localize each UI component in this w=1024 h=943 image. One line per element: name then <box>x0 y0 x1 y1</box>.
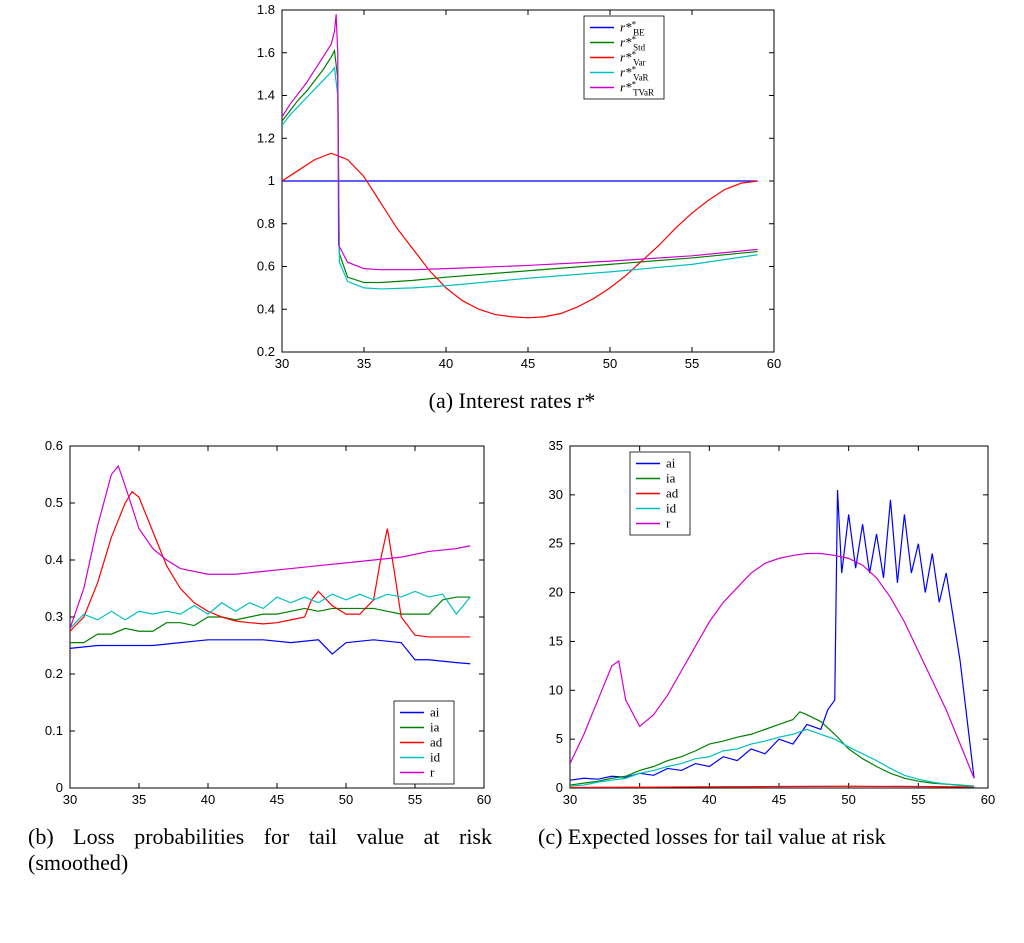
svg-text:25: 25 <box>549 536 563 551</box>
svg-text:r: r <box>666 516 671 531</box>
svg-text:50: 50 <box>841 792 855 807</box>
svg-text:45: 45 <box>270 792 284 807</box>
subfigure-b: 30 35 40 45 50 55 60 0 0.1 0.2 0.3 0.4 0.5 0.6 aiiaadi… <box>20 436 500 876</box>
svg-text:ia: ia <box>666 471 676 486</box>
svg-text:1.8: 1.8 <box>257 2 275 17</box>
svg-text:20: 20 <box>549 585 563 600</box>
svg-text:60: 60 <box>981 792 995 807</box>
chart-interest-rates: 303540455055600.20.40.60.811.21.41.61.8r… <box>232 0 792 380</box>
svg-text:0.3: 0.3 <box>45 609 63 624</box>
svg-text:10: 10 <box>549 682 563 697</box>
svg-text:30: 30 <box>63 792 77 807</box>
chart-loss-prob: 30 35 40 45 50 55 60 0 0.1 0.2 0.3 0.4 0.5 0.6 aiiaadi… <box>20 436 500 816</box>
svg-text:55: 55 <box>911 792 925 807</box>
svg-text:0.5: 0.5 <box>45 495 63 510</box>
top-row: 303540455055600.20.40.60.811.21.41.61.8r… <box>0 0 1024 414</box>
svg-text:55: 55 <box>408 792 422 807</box>
svg-text:r: r <box>430 765 435 780</box>
svg-text:0.2: 0.2 <box>257 344 275 359</box>
svg-text:40: 40 <box>702 792 716 807</box>
svg-text:45: 45 <box>521 356 535 371</box>
svg-text:35: 35 <box>132 792 146 807</box>
svg-text:50: 50 <box>603 356 617 371</box>
svg-text:0.1: 0.1 <box>45 723 63 738</box>
svg-text:45: 45 <box>772 792 786 807</box>
svg-text:1.2: 1.2 <box>257 130 275 145</box>
svg-text:1: 1 <box>268 173 275 188</box>
svg-text:60: 60 <box>477 792 491 807</box>
svg-text:ad: ad <box>666 486 679 501</box>
svg-text:0.6: 0.6 <box>45 438 63 453</box>
svg-text:1.6: 1.6 <box>257 45 275 60</box>
svg-text:35: 35 <box>549 438 563 453</box>
svg-text:id: id <box>666 501 677 516</box>
svg-text:30: 30 <box>563 792 577 807</box>
svg-text:0.4: 0.4 <box>257 301 275 316</box>
svg-text:1.4: 1.4 <box>257 88 275 103</box>
svg-text:55: 55 <box>685 356 699 371</box>
svg-text:0.6: 0.6 <box>257 259 275 274</box>
svg-text:60: 60 <box>767 356 781 371</box>
svg-text:ai: ai <box>430 705 440 720</box>
svg-text:0.2: 0.2 <box>45 666 63 681</box>
bottom-row: 3035404550556000.10.20.30.40.50.6aiiaadi… <box>0 436 1024 876</box>
caption-c: (c) Expected losses for tail value at ri… <box>510 824 1018 850</box>
svg-text:40: 40 <box>439 356 453 371</box>
svg-text:ad: ad <box>430 735 443 750</box>
svg-text:5: 5 <box>556 731 563 746</box>
svg-text:0.8: 0.8 <box>257 216 275 231</box>
figure-grid: 303540455055600.20.40.60.811.21.41.61.8r… <box>0 0 1024 876</box>
subfigure-c: 3035404550556005101520253035aiiaadidr (c… <box>524 436 1004 876</box>
svg-text:40: 40 <box>201 792 215 807</box>
svg-text:ia: ia <box>430 720 440 735</box>
svg-text:35: 35 <box>357 356 371 371</box>
svg-text:50: 50 <box>339 792 353 807</box>
svg-text:0: 0 <box>56 780 63 795</box>
caption-b: (b) Loss probabilities for tail value at… <box>20 824 500 876</box>
chart-expected-losses: 30 35 40 45 50 55 60 0 5 10 15 20 25 30 35 aiiaadidr <box>524 436 1004 816</box>
svg-text:ai: ai <box>666 456 676 471</box>
svg-text:0.4: 0.4 <box>45 552 63 567</box>
caption-a: (a) Interest rates r* <box>429 388 596 414</box>
svg-text:15: 15 <box>549 633 563 648</box>
svg-text:35: 35 <box>632 792 646 807</box>
subfigure-a: 303540455055600.20.40.60.811.21.41.61.8r… <box>232 0 792 414</box>
svg-text:id: id <box>430 750 441 765</box>
svg-text:0: 0 <box>556 780 563 795</box>
svg-text:30: 30 <box>549 487 563 502</box>
svg-text:30: 30 <box>275 356 289 371</box>
